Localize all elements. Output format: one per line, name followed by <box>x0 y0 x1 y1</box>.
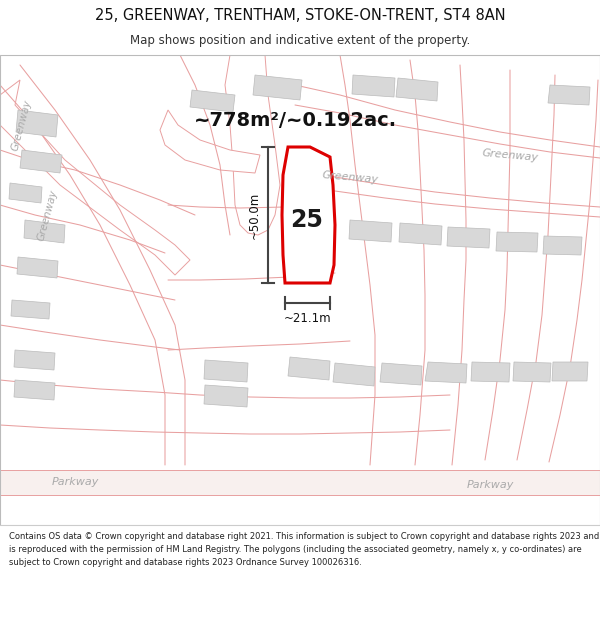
Text: Parkway: Parkway <box>52 477 98 487</box>
Polygon shape <box>14 350 55 370</box>
Polygon shape <box>17 257 58 278</box>
Polygon shape <box>16 110 58 137</box>
Polygon shape <box>9 183 42 203</box>
Polygon shape <box>399 223 442 245</box>
Polygon shape <box>288 357 330 380</box>
Polygon shape <box>513 362 551 382</box>
Text: Greenway: Greenway <box>37 188 59 242</box>
Polygon shape <box>225 55 280 235</box>
Polygon shape <box>204 385 248 407</box>
Polygon shape <box>496 232 538 252</box>
Text: Parkway: Parkway <box>466 480 514 490</box>
Text: Map shows position and indicative extent of the property.: Map shows position and indicative extent… <box>130 34 470 48</box>
Text: Greenway: Greenway <box>481 148 539 162</box>
Polygon shape <box>552 362 588 381</box>
Polygon shape <box>11 300 50 319</box>
Polygon shape <box>204 360 248 382</box>
Text: 25: 25 <box>290 208 323 232</box>
Polygon shape <box>471 362 510 382</box>
Polygon shape <box>0 80 190 275</box>
Polygon shape <box>14 380 55 400</box>
Polygon shape <box>0 470 600 495</box>
Polygon shape <box>282 147 335 283</box>
Polygon shape <box>380 363 422 385</box>
Polygon shape <box>333 363 375 386</box>
Polygon shape <box>24 220 65 243</box>
Polygon shape <box>425 362 467 383</box>
Polygon shape <box>349 220 392 242</box>
Polygon shape <box>447 227 490 248</box>
Text: ~21.1m: ~21.1m <box>284 312 331 326</box>
Polygon shape <box>253 75 302 100</box>
Polygon shape <box>543 236 582 255</box>
Text: Greenway: Greenway <box>10 98 34 152</box>
Text: Contains OS data © Crown copyright and database right 2021. This information is : Contains OS data © Crown copyright and d… <box>9 532 599 567</box>
Polygon shape <box>160 110 260 173</box>
Polygon shape <box>396 78 438 101</box>
Polygon shape <box>352 75 395 97</box>
Polygon shape <box>190 90 235 112</box>
Polygon shape <box>20 150 62 173</box>
Polygon shape <box>548 85 590 105</box>
Text: ~50.0m: ~50.0m <box>248 191 260 239</box>
Text: 25, GREENWAY, TRENTHAM, STOKE-ON-TRENT, ST4 8AN: 25, GREENWAY, TRENTHAM, STOKE-ON-TRENT, … <box>95 8 505 23</box>
Text: Greenway: Greenway <box>322 169 379 184</box>
Text: ~778m²/~0.192ac.: ~778m²/~0.192ac. <box>193 111 397 129</box>
